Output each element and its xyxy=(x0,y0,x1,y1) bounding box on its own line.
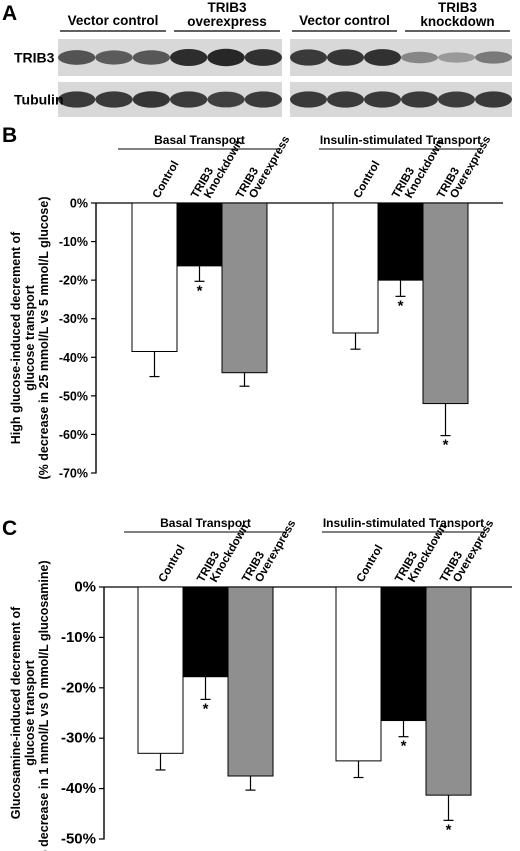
blot-band xyxy=(132,91,170,108)
y-axis-label: (% decrease in 1 mmol/L vs 0 mmol/L gluc… xyxy=(37,560,51,851)
y-axis-label: glucose transport xyxy=(23,659,37,765)
y-tick-label: -30% xyxy=(59,312,88,326)
blot-group-label: overexpress xyxy=(187,14,267,29)
blot-band xyxy=(170,91,208,108)
blot-band xyxy=(438,91,475,108)
blot-group-label: Vector control xyxy=(68,13,159,28)
category-label: Control xyxy=(355,543,386,584)
blot-band xyxy=(327,49,364,66)
blot-band xyxy=(401,91,438,108)
significance-asterisk: * xyxy=(443,437,449,454)
significance-asterisk: * xyxy=(401,738,407,755)
blot-band xyxy=(475,91,512,108)
bar xyxy=(425,586,472,796)
y-axis-label: High glucose-induced decrement of xyxy=(9,231,23,444)
bar xyxy=(176,202,223,267)
blot-band xyxy=(95,50,133,65)
y-axis-label: Glucosamine-induced decrement of xyxy=(9,606,23,819)
bar xyxy=(227,586,274,777)
bar xyxy=(137,586,184,754)
y-tick-label: -50% xyxy=(61,831,96,848)
panel-letter-b: B xyxy=(2,124,17,147)
chart-c-glucosamine: Glucosamine-induced decrement of glucose … xyxy=(9,516,512,851)
blot-band xyxy=(207,91,245,108)
category-label: Overexpress xyxy=(253,518,298,584)
blot-band xyxy=(244,49,282,66)
y-axis-label: (% decrease in 25 mmol/L vs 5 mmol/L glu… xyxy=(37,197,51,480)
bar xyxy=(182,586,229,678)
blot-band xyxy=(58,50,96,65)
panel-letter-a: A xyxy=(2,2,17,25)
blot-group-label: TRIB3 xyxy=(438,0,477,15)
blot-band xyxy=(438,52,475,63)
y-tick-label: -40% xyxy=(61,780,96,797)
y-tick-label: -20% xyxy=(59,274,88,288)
y-tick-label: -30% xyxy=(61,730,96,747)
bar xyxy=(221,202,268,374)
group-label: Insulin-stimulated Transport xyxy=(323,516,484,530)
y-tick-label: 0% xyxy=(74,579,96,596)
blot-group-label: knockdown xyxy=(420,14,494,29)
y-tick-label: -70% xyxy=(59,467,88,481)
y-axis-label: glucose transport xyxy=(23,284,37,390)
panel-letter-c: C xyxy=(2,517,17,540)
group-label: Insulin-stimulated Transport xyxy=(320,133,481,147)
blot-band xyxy=(132,50,170,65)
blot-band xyxy=(244,91,282,108)
y-tick-label: -20% xyxy=(61,679,96,696)
blot-group-label: TRIB3 xyxy=(207,0,246,15)
blot-row-label: TRIB3 xyxy=(14,50,55,66)
significance-asterisk: * xyxy=(398,297,404,314)
y-tick-label: -60% xyxy=(59,428,88,442)
y-tick-label: -10% xyxy=(61,629,96,646)
significance-asterisk: * xyxy=(203,700,209,717)
blot-band xyxy=(290,91,327,108)
blot-band xyxy=(95,91,133,108)
blot-band xyxy=(58,91,96,108)
y-tick-label: -10% xyxy=(59,235,88,249)
blot-band xyxy=(327,91,364,108)
y-tick-label: 0% xyxy=(70,197,88,211)
category-label: Overexpress xyxy=(247,134,292,200)
bar xyxy=(377,202,424,281)
significance-asterisk: * xyxy=(446,821,452,838)
blot-band xyxy=(290,49,327,66)
bar xyxy=(335,586,382,762)
blot-band xyxy=(170,48,208,67)
blot-row-label: Tubulin xyxy=(14,92,64,108)
blot-group-label: Vector control xyxy=(299,13,390,28)
bar xyxy=(380,586,427,722)
chart-b-glucose: High glucose-induced decrement of glucose… xyxy=(9,133,503,481)
y-tick-label: -50% xyxy=(59,389,88,403)
group-label: Basal Transport xyxy=(160,516,251,530)
blot-band xyxy=(364,91,401,108)
group-label: Basal Transport xyxy=(154,133,245,147)
significance-asterisk: * xyxy=(197,282,203,299)
bar xyxy=(131,202,178,352)
blot-band xyxy=(401,51,438,64)
blot-band xyxy=(364,49,401,66)
category-label: Control xyxy=(157,543,188,584)
bar xyxy=(422,202,469,405)
bar xyxy=(332,202,379,334)
blot-band xyxy=(207,48,245,67)
category-label: Control xyxy=(352,159,383,200)
blot-band xyxy=(475,51,512,64)
category-label: Control xyxy=(151,159,182,200)
y-tick-label: -40% xyxy=(59,351,88,365)
